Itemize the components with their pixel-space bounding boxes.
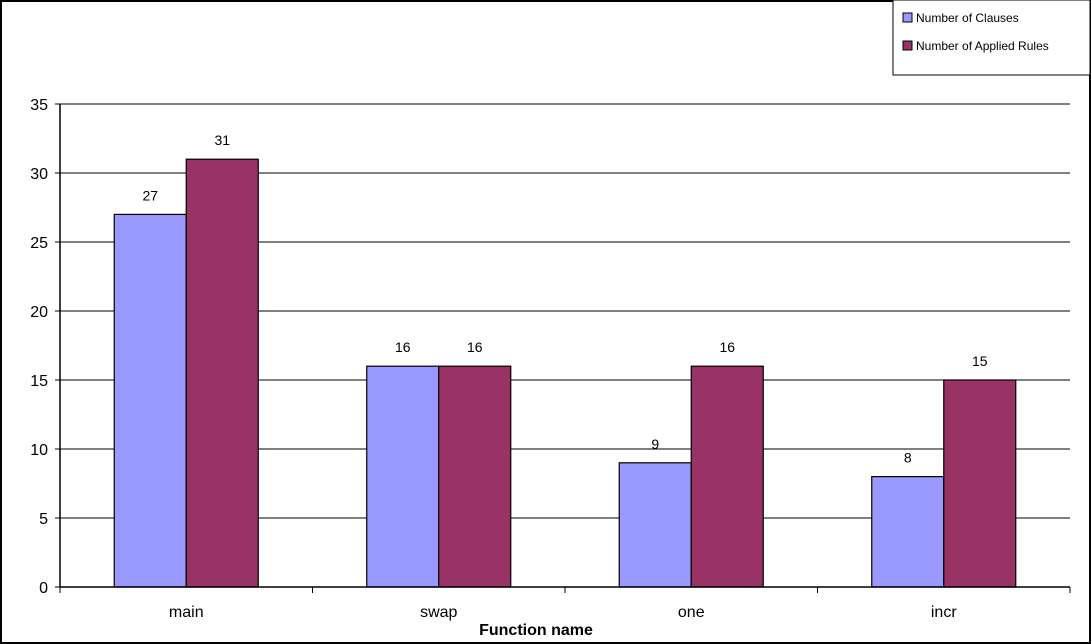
y-tick-label: 0 — [39, 580, 48, 597]
data-label: 16 — [395, 339, 411, 355]
data-label: 16 — [467, 339, 483, 355]
data-label: 8 — [904, 450, 912, 466]
y-tick-label: 20 — [30, 304, 48, 321]
legend-label: Number of Clauses — [916, 11, 1019, 25]
data-label: 9 — [651, 436, 659, 452]
bar — [113, 213, 187, 588]
legend-label: Number of Applied Rules — [916, 39, 1049, 53]
bar — [871, 476, 945, 588]
data-label: 27 — [142, 187, 158, 203]
y-tick-label: 25 — [30, 235, 48, 252]
bar — [690, 365, 764, 588]
bar — [438, 365, 512, 588]
data-label: 15 — [972, 353, 988, 369]
x-tick-label: incr — [931, 604, 957, 621]
bar — [618, 462, 692, 588]
bar — [366, 365, 440, 588]
x-tick-label: one — [678, 604, 705, 621]
legend: Number of Clauses Number of Applied Rules — [892, 0, 1091, 76]
x-axis-title: Function name — [479, 622, 593, 639]
y-tick-label: 5 — [39, 511, 48, 528]
y-tick-label: 35 — [30, 97, 48, 114]
y-tick-label: 10 — [30, 442, 48, 459]
bar — [943, 379, 1017, 588]
y-tick-label: 30 — [30, 166, 48, 183]
bar — [185, 158, 259, 588]
x-tick-label: swap — [420, 604, 457, 621]
data-label: 16 — [719, 339, 735, 355]
legend-swatch — [902, 40, 913, 51]
x-tick-label: main — [169, 604, 204, 621]
data-label: 31 — [214, 132, 230, 148]
y-tick-label: 15 — [30, 373, 48, 390]
legend-swatch — [902, 12, 913, 23]
axes: 0 5 10 15 20 25 30 35 main swap one incr — [30, 97, 1071, 621]
legend-box — [892, 0, 1091, 76]
bars — [113, 158, 1017, 588]
data-labels: 27 31 16 16 9 16 8 15 — [142, 132, 987, 465]
